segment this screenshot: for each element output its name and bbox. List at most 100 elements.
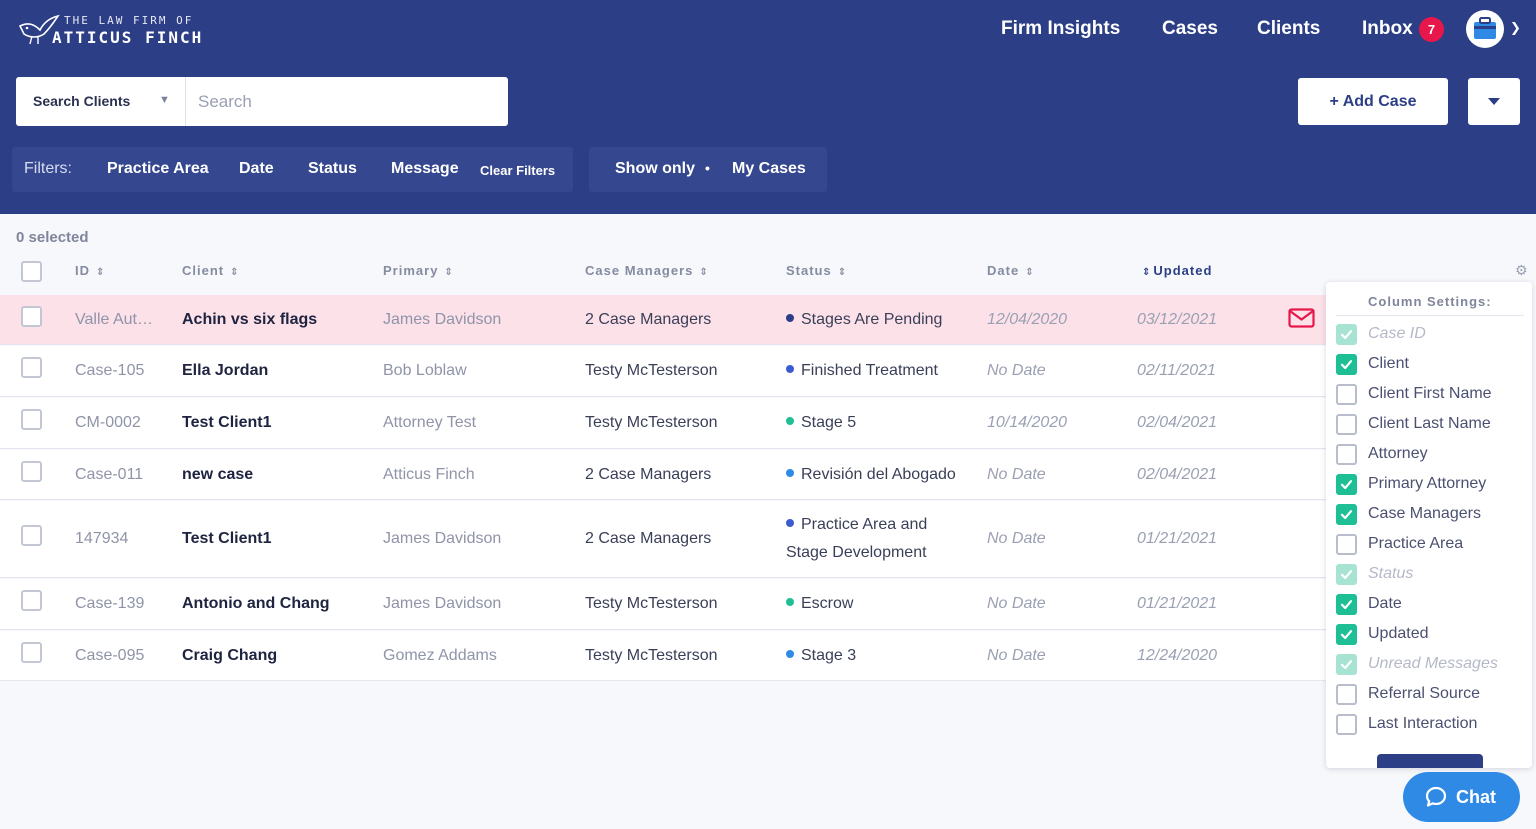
clear-filters-link[interactable]: Clear Filters <box>480 163 556 178</box>
table-row[interactable]: 147934 Test Client1 James Davidson 2 Cas… <box>0 501 1326 578</box>
column-option-label: Unread Messages <box>1368 655 1498 672</box>
user-avatar[interactable] <box>1466 10 1504 48</box>
row-checkbox[interactable] <box>21 409 42 430</box>
row-date: No Date <box>987 530 1046 547</box>
column-option[interactable]: Client <box>1336 352 1526 376</box>
column-option[interactable]: Practice Area <box>1336 532 1526 556</box>
chevron-down-icon[interactable]: ❯ <box>1510 20 1521 35</box>
column-option-checkbox[interactable] <box>1336 534 1357 555</box>
gear-icon[interactable]: ⚙ <box>1515 262 1528 278</box>
row-checkbox[interactable] <box>21 461 42 482</box>
column-option-label: Attorney <box>1368 445 1428 462</box>
row-client[interactable]: Antonio and Chang <box>182 595 330 612</box>
row-primary: James Davidson <box>383 311 502 328</box>
row-status-text: Revisión del Abogado <box>801 466 956 483</box>
column-settings-save-button[interactable] <box>1377 754 1483 768</box>
firm-logo[interactable]: THE LAW FIRM OF ATTICUS FINCH <box>18 10 208 50</box>
column-option-label: Updated <box>1368 625 1429 642</box>
column-option[interactable]: Client First Name <box>1336 382 1526 406</box>
filter-message[interactable]: Message <box>391 160 459 177</box>
table-row[interactable]: CM-0002 Test Client1 Attorney Test Testy… <box>0 398 1326 449</box>
header-client-label: Client <box>182 263 225 278</box>
column-option-checkbox[interactable] <box>1336 474 1357 495</box>
header-date[interactable]: Date ⇕ <box>987 263 1034 278</box>
nav-firm-insights[interactable]: Firm Insights <box>1001 18 1121 39</box>
row-client[interactable]: Ella Jordan <box>182 362 269 379</box>
row-checkbox[interactable] <box>21 357 42 378</box>
header-status[interactable]: Status ⇕ <box>786 263 846 278</box>
filter-practice-area[interactable]: Practice Area <box>107 160 209 177</box>
column-option[interactable]: Date <box>1336 592 1526 616</box>
header-updated[interactable]: ⇕ Updated <box>1142 263 1212 278</box>
nav-cases[interactable]: Cases <box>1162 18 1218 39</box>
row-updated: 12/24/2020 <box>1137 647 1218 664</box>
logo-line1: THE LAW FIRM OF <box>64 14 194 27</box>
table-row[interactable]: Case-139 Antonio and Chang James Davidso… <box>0 579 1326 630</box>
row-client[interactable]: Test Client1 <box>182 414 272 431</box>
column-option-checkbox[interactable] <box>1336 684 1357 705</box>
show-only-toggle[interactable]: Show only • My Cases <box>589 147 827 192</box>
table-row[interactable]: Case-011 new case Atticus Finch 2 Case M… <box>0 450 1326 500</box>
filter-date[interactable]: Date <box>239 160 274 177</box>
column-option[interactable]: Updated <box>1336 622 1526 646</box>
column-option-checkbox[interactable] <box>1336 414 1357 435</box>
add-case-dropdown-button[interactable] <box>1468 78 1520 125</box>
row-client[interactable]: Test Client1 <box>182 530 272 547</box>
nav-clients[interactable]: Clients <box>1257 18 1321 39</box>
header-primary[interactable]: Primary ⇕ <box>383 263 453 278</box>
column-option: Case ID <box>1336 322 1526 346</box>
column-option[interactable]: Primary Attorney <box>1336 472 1526 496</box>
column-option[interactable]: Referral Source <box>1336 682 1526 706</box>
column-option-checkbox[interactable] <box>1336 504 1357 525</box>
header-case-managers[interactable]: Case Managers ⇕ <box>585 263 708 278</box>
row-status-text: Stage 3 <box>801 647 857 664</box>
column-option-checkbox[interactable] <box>1336 714 1357 735</box>
column-option: Status <box>1336 562 1526 586</box>
search-input[interactable] <box>198 89 498 115</box>
search-type-select[interactable]: Search Clients ▼ <box>16 77 186 126</box>
header-client[interactable]: Client ⇕ <box>182 263 239 278</box>
row-status-line2: Stage Development <box>786 544 927 561</box>
row-updated: 01/21/2021 <box>1137 595 1218 612</box>
sort-icon: ⇕ <box>444 267 453 278</box>
table-row[interactable]: Case-095 Craig Chang Gomez Addams Testy … <box>0 631 1326 681</box>
row-checkbox[interactable] <box>21 642 42 663</box>
table-row[interactable]: Case-105 Ella Jordan Bob Loblaw Testy Mc… <box>0 346 1326 397</box>
chat-label: Chat <box>1456 787 1496 807</box>
row-checkbox[interactable] <box>21 590 42 611</box>
row-client[interactable]: new case <box>182 466 254 483</box>
table-row[interactable]: Valle Aut… Achin vs six flags James Davi… <box>0 295 1326 345</box>
row-client[interactable]: Achin vs six flags <box>182 311 318 328</box>
column-option[interactable]: Attorney <box>1336 442 1526 466</box>
row-date: No Date <box>987 466 1046 483</box>
column-option[interactable]: Client Last Name <box>1336 412 1526 436</box>
row-id: Case-139 <box>75 595 145 612</box>
header-id[interactable]: ID ⇕ <box>75 263 104 278</box>
briefcase-icon <box>1468 12 1502 46</box>
column-option-checkbox[interactable] <box>1336 354 1357 375</box>
chat-button[interactable]: Chat <box>1403 772 1520 822</box>
row-primary: James Davidson <box>383 530 502 547</box>
show-only-label: Show only <box>615 160 695 177</box>
column-option-checkbox[interactable] <box>1336 384 1357 405</box>
nav-inbox[interactable]: Inbox <box>1362 18 1413 39</box>
row-status: Revisión del Abogado <box>786 461 956 489</box>
add-case-button[interactable]: + Add Case <box>1298 78 1448 125</box>
row-primary: Atticus Finch <box>383 466 475 483</box>
row-status: Escrow <box>786 590 853 618</box>
sort-icon: ⇕ <box>1025 267 1034 278</box>
column-option-checkbox[interactable] <box>1336 444 1357 465</box>
row-checkbox[interactable] <box>21 525 42 546</box>
sort-icon: ⇕ <box>96 267 105 278</box>
column-option[interactable]: Last Interaction <box>1336 712 1526 736</box>
select-all-checkbox[interactable] <box>21 261 42 282</box>
column-option-checkbox[interactable] <box>1336 594 1357 615</box>
row-client[interactable]: Craig Chang <box>182 647 278 664</box>
sort-icon: ⇕ <box>230 267 239 278</box>
filter-status[interactable]: Status <box>308 160 357 177</box>
column-option-label: Referral Source <box>1368 685 1481 702</box>
column-option[interactable]: Case Managers <box>1336 502 1526 526</box>
mail-icon[interactable] <box>1288 308 1315 328</box>
column-option-checkbox[interactable] <box>1336 624 1357 645</box>
row-checkbox[interactable] <box>21 306 42 327</box>
